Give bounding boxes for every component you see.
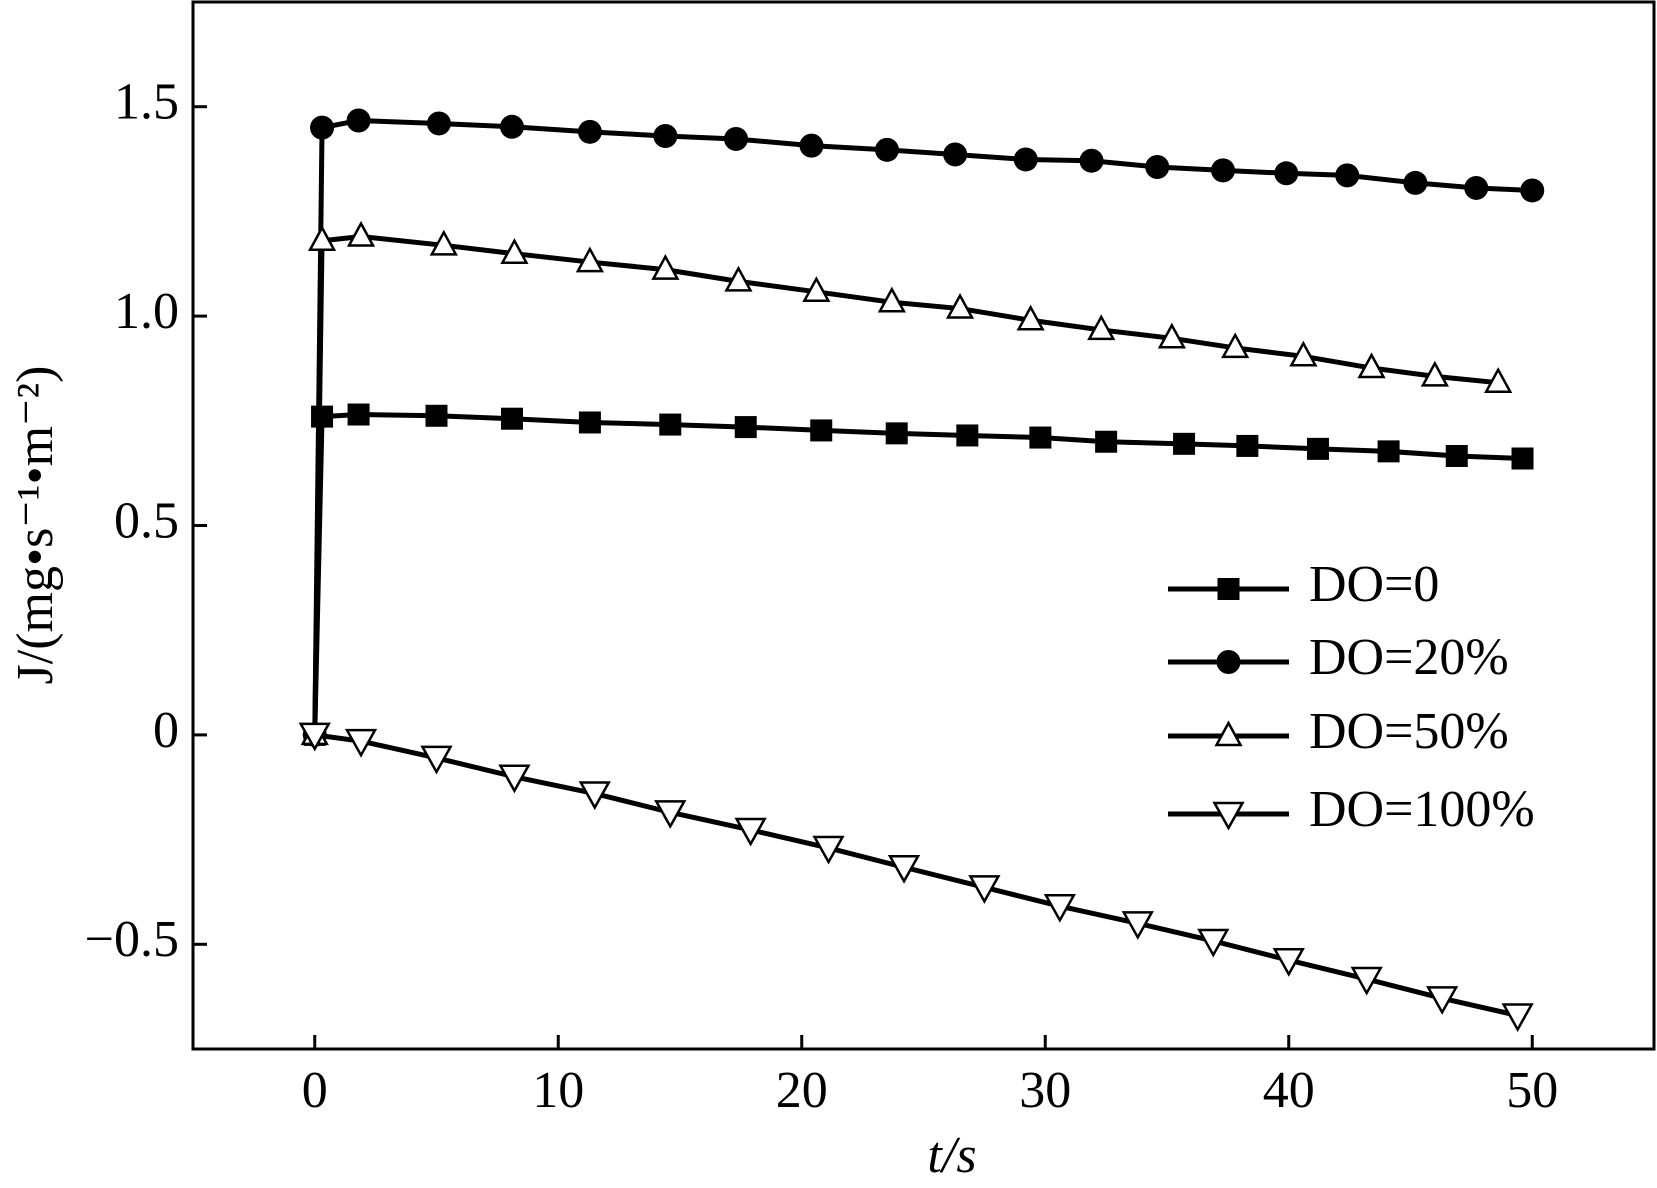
marker bbox=[1029, 426, 1052, 449]
marker bbox=[651, 254, 680, 280]
marker bbox=[654, 800, 687, 829]
legend-marker bbox=[1216, 650, 1241, 674]
marker bbox=[874, 137, 899, 162]
marker bbox=[346, 108, 371, 133]
marker bbox=[577, 119, 602, 144]
marker bbox=[500, 407, 523, 430]
marker bbox=[1043, 893, 1076, 923]
legend-label: DO=50% bbox=[1309, 703, 1509, 760]
marker bbox=[885, 422, 908, 445]
marker bbox=[1350, 966, 1383, 996]
marker bbox=[1013, 147, 1038, 172]
marker bbox=[1157, 322, 1186, 349]
marker bbox=[812, 835, 845, 865]
marker bbox=[943, 142, 968, 167]
marker bbox=[1272, 947, 1305, 977]
marker bbox=[307, 225, 337, 251]
marker bbox=[347, 403, 370, 426]
marker bbox=[1484, 367, 1513, 393]
legend-marker bbox=[1212, 801, 1245, 831]
marker bbox=[1357, 352, 1386, 379]
marker bbox=[1445, 444, 1468, 467]
marker bbox=[1335, 163, 1360, 188]
x-axis-label: t/s bbox=[927, 1127, 976, 1184]
y-tick-label: 1.5 bbox=[114, 74, 179, 131]
marker bbox=[802, 276, 831, 303]
series-line bbox=[314, 732, 1519, 1018]
marker bbox=[1211, 158, 1236, 183]
legend-marker bbox=[1217, 578, 1240, 600]
marker bbox=[734, 416, 757, 439]
marker bbox=[310, 115, 335, 140]
marker bbox=[1289, 340, 1318, 367]
marker bbox=[1236, 434, 1259, 457]
marker bbox=[1426, 986, 1459, 1015]
marker bbox=[1420, 360, 1449, 387]
marker bbox=[1520, 178, 1545, 203]
plot-frame bbox=[191, 0, 1656, 1051]
marker bbox=[1377, 440, 1400, 463]
marker bbox=[498, 764, 531, 794]
marker bbox=[1087, 314, 1116, 341]
marker bbox=[1121, 911, 1154, 940]
marker bbox=[344, 728, 378, 758]
x-tick-label: 10 bbox=[532, 1062, 584, 1119]
marker bbox=[653, 124, 678, 149]
marker bbox=[1274, 161, 1299, 186]
marker bbox=[1306, 437, 1329, 460]
legend-marker bbox=[1214, 720, 1243, 747]
marker bbox=[1079, 148, 1104, 173]
marker bbox=[346, 220, 376, 247]
marker bbox=[956, 424, 979, 447]
marker bbox=[734, 817, 767, 847]
marker bbox=[420, 745, 453, 775]
marker bbox=[724, 126, 749, 151]
y-tick-label: 0 bbox=[153, 702, 179, 759]
marker bbox=[659, 413, 682, 436]
x-tick-label: 50 bbox=[1506, 1062, 1558, 1119]
marker bbox=[1095, 430, 1118, 453]
marker bbox=[499, 114, 524, 139]
marker bbox=[945, 292, 975, 319]
marker bbox=[1464, 175, 1489, 200]
marker bbox=[1501, 1003, 1534, 1033]
marker bbox=[887, 854, 921, 884]
x-tick-label: 20 bbox=[776, 1062, 828, 1119]
y-tick-label: 1.0 bbox=[114, 283, 179, 340]
marker bbox=[578, 411, 601, 434]
marker bbox=[724, 265, 753, 292]
y-tick-label: 0.5 bbox=[114, 492, 179, 549]
marker bbox=[578, 781, 611, 811]
x-tick-label: 30 bbox=[1019, 1062, 1071, 1119]
marker bbox=[1197, 928, 1230, 958]
y-tick-label: −0.5 bbox=[85, 911, 179, 968]
marker bbox=[799, 133, 824, 158]
marker bbox=[500, 238, 529, 264]
x-tick-label: 0 bbox=[302, 1062, 328, 1119]
marker bbox=[426, 111, 451, 136]
legend-label: DO=100% bbox=[1309, 781, 1535, 838]
x-tick-label: 40 bbox=[1263, 1062, 1315, 1119]
marker bbox=[1511, 447, 1534, 470]
marker bbox=[1016, 304, 1045, 331]
marker bbox=[425, 404, 448, 427]
marker bbox=[575, 246, 605, 273]
marker bbox=[877, 286, 906, 313]
marker bbox=[1221, 332, 1250, 359]
marker bbox=[298, 722, 331, 752]
y-axis-label: J/(mg•s⁻¹•m⁻²) bbox=[7, 366, 64, 685]
marker bbox=[968, 875, 1001, 904]
legend-label: DO=0 bbox=[1309, 556, 1439, 613]
marker bbox=[429, 229, 458, 256]
marker bbox=[1173, 432, 1196, 455]
marker bbox=[810, 419, 833, 442]
marker bbox=[1403, 170, 1428, 195]
marker bbox=[1145, 155, 1170, 180]
legend-label: DO=20% bbox=[1309, 629, 1509, 686]
